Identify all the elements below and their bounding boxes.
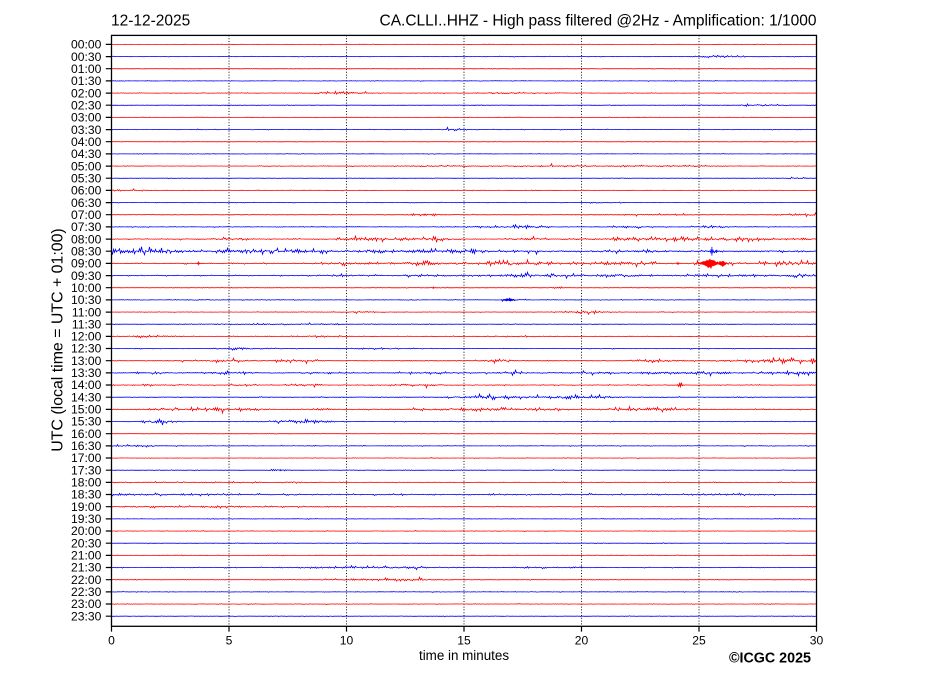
svg-text:12:30: 12:30 — [71, 342, 102, 356]
svg-text:09:00: 09:00 — [71, 257, 102, 271]
svg-text:18:00: 18:00 — [71, 476, 102, 490]
svg-text:11:00: 11:00 — [72, 305, 102, 319]
svg-text:21:30: 21:30 — [71, 561, 102, 575]
svg-text:16:30: 16:30 — [71, 439, 102, 453]
svg-text:22:30: 22:30 — [71, 585, 102, 599]
svg-text:30: 30 — [810, 633, 824, 647]
svg-text:15:00: 15:00 — [71, 403, 102, 417]
svg-text:07:00: 07:00 — [71, 208, 102, 222]
svg-text:07:30: 07:30 — [71, 220, 102, 234]
svg-text:17:00: 17:00 — [71, 451, 102, 465]
svg-text:04:30: 04:30 — [71, 147, 102, 161]
svg-text:20:30: 20:30 — [71, 536, 102, 550]
svg-text:12:00: 12:00 — [71, 330, 102, 344]
svg-text:19:00: 19:00 — [71, 500, 102, 514]
svg-text:20:00: 20:00 — [71, 524, 102, 538]
svg-text:16:00: 16:00 — [71, 427, 102, 441]
svg-text:©ICGC 2025: ©ICGC 2025 — [729, 651, 811, 667]
svg-text:18:30: 18:30 — [71, 488, 102, 502]
svg-text:UTC (local time = UTC + 01:00): UTC (local time = UTC + 01:00) — [49, 228, 66, 451]
svg-text:21:00: 21:00 — [71, 549, 102, 563]
svg-text:05:00: 05:00 — [71, 159, 102, 173]
svg-text:05:30: 05:30 — [71, 171, 102, 185]
svg-text:00:00: 00:00 — [71, 38, 102, 52]
svg-text:09:30: 09:30 — [71, 269, 102, 283]
svg-text:02:00: 02:00 — [71, 86, 102, 100]
svg-text:00:30: 00:30 — [71, 50, 102, 64]
svg-text:23:30: 23:30 — [71, 609, 102, 623]
svg-text:08:30: 08:30 — [71, 244, 102, 258]
svg-text:15:30: 15:30 — [71, 415, 102, 429]
svg-text:03:30: 03:30 — [71, 123, 102, 137]
svg-text:5: 5 — [226, 633, 233, 647]
svg-text:25: 25 — [692, 633, 706, 647]
svg-text:01:30: 01:30 — [71, 74, 102, 88]
svg-text:CA.CLLI..HHZ - High pass filte: CA.CLLI..HHZ - High pass filtered @2Hz -… — [380, 13, 817, 30]
svg-text:17:30: 17:30 — [71, 463, 102, 477]
svg-text:14:00: 14:00 — [71, 378, 102, 392]
svg-text:23:00: 23:00 — [71, 597, 102, 611]
svg-text:15: 15 — [457, 633, 471, 647]
svg-text:20: 20 — [575, 633, 589, 647]
svg-text:10:00: 10:00 — [71, 281, 102, 295]
svg-text:11:30: 11:30 — [72, 317, 102, 331]
svg-text:14:30: 14:30 — [71, 390, 102, 404]
svg-text:time in minutes: time in minutes — [419, 648, 509, 663]
svg-text:06:00: 06:00 — [71, 184, 102, 198]
svg-text:08:00: 08:00 — [71, 232, 102, 246]
svg-text:12-12-2025: 12-12-2025 — [111, 13, 190, 30]
svg-text:04:00: 04:00 — [71, 135, 102, 149]
svg-text:13:00: 13:00 — [71, 354, 102, 368]
svg-text:10: 10 — [340, 633, 354, 647]
svg-text:19:30: 19:30 — [71, 512, 102, 526]
svg-text:03:00: 03:00 — [71, 111, 102, 125]
svg-text:10:30: 10:30 — [71, 293, 102, 307]
svg-text:22:00: 22:00 — [71, 573, 102, 587]
svg-text:01:00: 01:00 — [71, 62, 102, 76]
svg-text:02:30: 02:30 — [71, 98, 102, 112]
svg-text:0: 0 — [108, 633, 115, 647]
svg-text:13:30: 13:30 — [71, 366, 102, 380]
svg-text:06:30: 06:30 — [71, 196, 102, 210]
